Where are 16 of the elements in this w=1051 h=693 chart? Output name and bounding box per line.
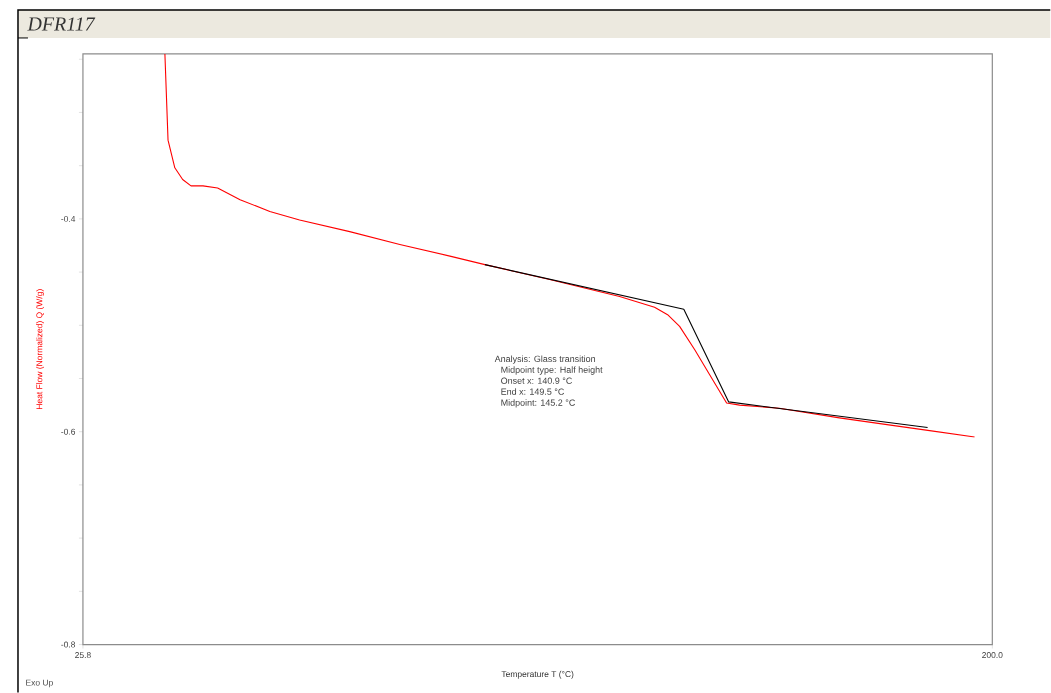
annotation: Midpoint type: Half height	[501, 366, 603, 375]
chart-title: DFR117	[27, 17, 96, 31]
y-axis-title: Heat Flow (Normalized) Q (W/g)	[36, 289, 45, 409]
x-axis-title: Temperature T (°C)	[501, 670, 574, 679]
y-tick-label: -0.6	[61, 428, 76, 435]
x-tick-label: 25.8	[75, 651, 91, 658]
annotation: Onset x: 140.9 °C	[501, 377, 572, 384]
x-tick-label: 200.0	[982, 651, 1003, 658]
y-tick-label: -0.4	[61, 215, 76, 222]
annotation: Analysis: Glass transition	[494, 355, 596, 364]
line-series	[484, 263, 929, 428]
line-series	[164, 53, 976, 438]
text: Exo Up	[26, 679, 53, 688]
annotation: Midpoint: 145.2 °C	[501, 399, 575, 408]
y-tick-label: -0.8	[61, 641, 76, 648]
annotation: End x: 149.5 °C	[501, 388, 565, 395]
